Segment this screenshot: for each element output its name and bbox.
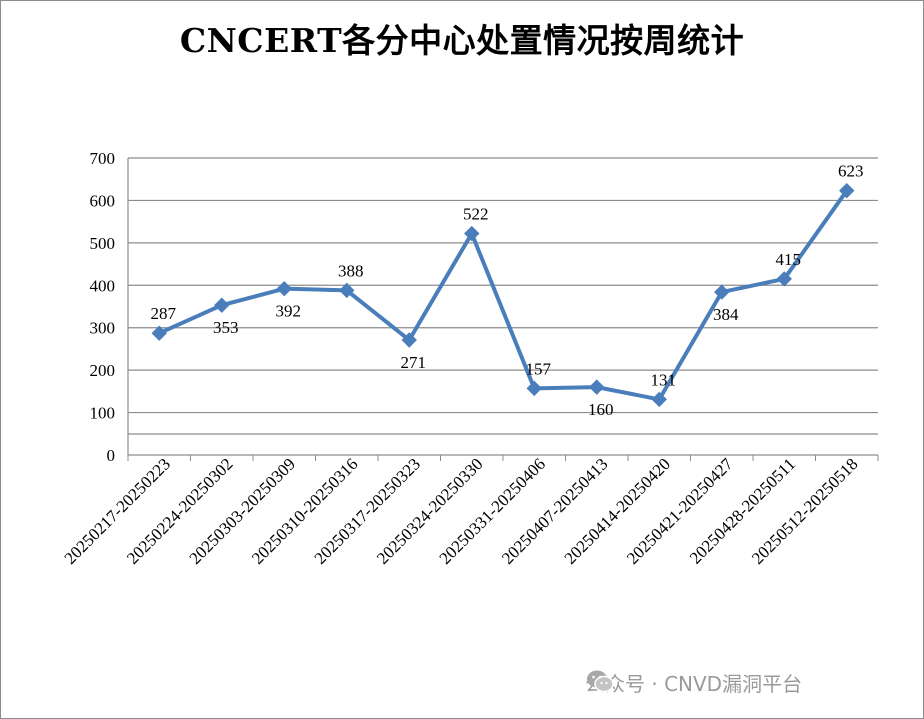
x-tick-label: 20250421-20250427 (623, 454, 737, 568)
data-label: 271 (401, 353, 427, 372)
x-tick-label: 20250512-20250518 (748, 454, 862, 568)
watermark: 公众号 · CNVD漏洞平台 (585, 668, 802, 697)
data-label: 522 (463, 205, 489, 224)
data-label: 415 (776, 250, 802, 269)
wechat-icon (587, 670, 614, 693)
series-line (157, 188, 849, 402)
x-tick-label: 20250303-20250309 (185, 454, 299, 568)
x-tick-label: 20250317-20250323 (310, 454, 424, 568)
data-label: 388 (338, 261, 364, 280)
data-label: 160 (588, 400, 614, 419)
data-point (276, 280, 292, 297)
x-tick-label: 20250407-20250413 (498, 454, 612, 568)
x-tick-label: 20250310-20250316 (248, 454, 362, 568)
data-point (839, 182, 855, 199)
x-tick-label: 20250324-20250330 (373, 454, 487, 568)
data-point (526, 380, 542, 397)
x-tick-label: 20250217-20250223 (60, 454, 174, 568)
data-label: 287 (151, 304, 177, 323)
x-tick-label: 20250224-20250302 (123, 454, 237, 568)
data-point (776, 271, 792, 287)
x-tick-label: 20250428-20250511 (686, 454, 799, 567)
data-point (651, 391, 667, 408)
y-tick-label: 0 (107, 446, 116, 465)
watermark-text: 公众号 · CNVD漏洞平台 (585, 672, 803, 696)
data-label: 131 (651, 370, 677, 389)
y-tick-label: 500 (90, 234, 116, 253)
data-point (339, 282, 355, 299)
y-tick-label: 100 (90, 404, 116, 423)
chart-title: CNCERT各分中心处置情况按周统计 (179, 21, 745, 60)
x-tick-label: 20250331-20250406 (435, 454, 549, 568)
data-point (214, 297, 230, 313)
data-label: 157 (526, 359, 552, 378)
y-tick-label: 700 (90, 149, 116, 168)
data-point (714, 284, 730, 300)
data-point (401, 332, 417, 348)
data-label: 623 (838, 162, 864, 181)
y-tick-label: 600 (90, 191, 116, 210)
data-label: 384 (713, 305, 739, 324)
data-point (589, 379, 605, 395)
y-tick-label: 400 (90, 276, 116, 295)
y-tick-label: 200 (90, 361, 116, 380)
y-tick-label: 300 (90, 319, 116, 338)
data-point (151, 325, 167, 341)
data-label: 392 (276, 302, 302, 321)
data-label: 353 (213, 318, 239, 337)
x-tick-label: 20250414-20250420 (560, 454, 674, 568)
data-point (464, 225, 480, 242)
